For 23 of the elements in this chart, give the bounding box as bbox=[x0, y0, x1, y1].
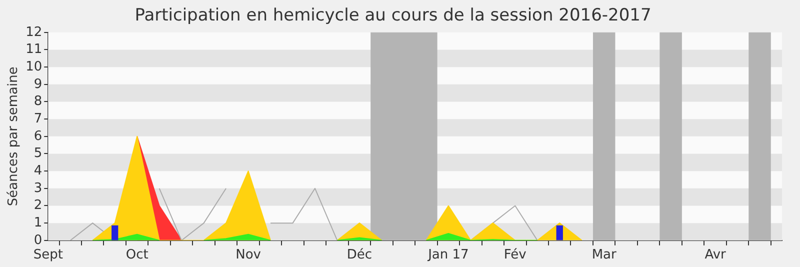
x-tick-label: Oct bbox=[126, 248, 148, 263]
x-tick-label: Mar bbox=[592, 248, 618, 263]
y-tick-label: 10 bbox=[26, 59, 42, 74]
x-tick-label: Déc bbox=[346, 248, 372, 263]
x-tick-label: Nov bbox=[236, 248, 262, 263]
y-tick-label: 1 bbox=[34, 215, 42, 230]
y-tick-label: 3 bbox=[34, 180, 42, 196]
y-tick-label: 4 bbox=[34, 163, 42, 178]
y-tick-label: 9 bbox=[34, 76, 42, 92]
y-tick-label: 11 bbox=[26, 42, 42, 58]
y-tick-label: 0 bbox=[34, 232, 42, 248]
x-tick-label: Sept bbox=[33, 248, 63, 263]
chart-title: Participation en hemicycle au cours de la session 2016-2017 bbox=[134, 6, 652, 26]
y-tick-label: 12 bbox=[26, 24, 42, 40]
x-tick-label: Avr bbox=[704, 248, 727, 263]
x-tick-label: Fév bbox=[504, 248, 527, 263]
y-tick-label: 5 bbox=[34, 146, 42, 162]
y-tick-label: 8 bbox=[34, 94, 42, 110]
y-axis-title: Séances par semaine bbox=[6, 66, 22, 206]
x-tick-label: Jan 17 bbox=[427, 248, 469, 263]
y-tick-label: 7 bbox=[34, 111, 42, 126]
y-tick-label: 2 bbox=[34, 198, 42, 214]
y-tick-label: 6 bbox=[34, 128, 42, 144]
